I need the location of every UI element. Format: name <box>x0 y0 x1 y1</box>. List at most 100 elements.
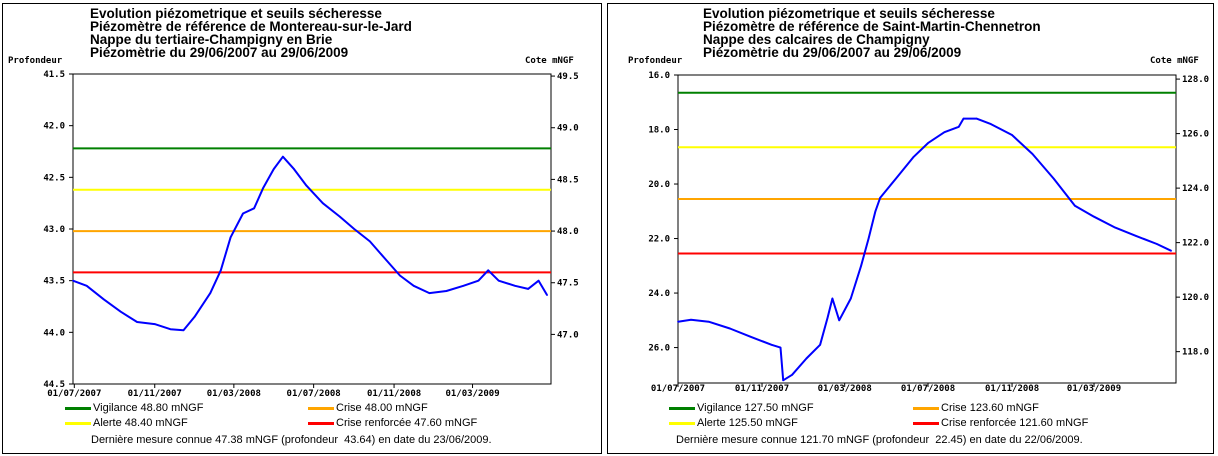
data-point <box>385 259 388 261</box>
plot-frame <box>72 73 552 385</box>
right-axis-name: Cote mNGF <box>1150 56 1199 66</box>
data-point <box>193 316 196 318</box>
data-point <box>779 346 782 349</box>
last-measure-text: Dernière mesure connue 47.38 mNGF (profo… <box>91 434 492 446</box>
data-point <box>1011 134 1013 136</box>
left-tick-label: 24.0 <box>648 289 670 299</box>
data-point <box>537 279 540 282</box>
data-point <box>272 168 275 170</box>
series-line <box>72 155 548 332</box>
data-point <box>749 335 752 338</box>
right-tick-label: 49.5 <box>557 72 579 82</box>
legend-label: Crise renforcée 47.60 mNGF <box>336 417 478 429</box>
data-point <box>1170 250 1173 252</box>
legend-swatch <box>669 406 695 410</box>
chart-panel-saint-martin: Evolution piézometrique et seuils sécher… <box>607 3 1214 454</box>
data-point <box>962 117 965 120</box>
legend-swatch <box>65 421 91 425</box>
data-point <box>850 297 852 300</box>
legend-label: Vigilance 127.50 mNGF <box>697 402 814 414</box>
x-tick-label: 01/07/2007 <box>651 384 705 394</box>
title-line: Piézomètrie du 29/06/2007 au 29/06/2009 <box>703 45 962 60</box>
left-tick-label: 42.0 <box>43 122 65 132</box>
data-point <box>831 297 834 300</box>
data-point <box>412 285 415 287</box>
title-line: Evolution piézometrique et seuils sécher… <box>90 6 382 21</box>
left-tick-label: 16.0 <box>648 71 670 81</box>
left-tick-label: 43.5 <box>43 277 65 287</box>
chart-title: Evolution piézometrique et seuils sécher… <box>703 6 1041 60</box>
data-point <box>690 318 692 321</box>
x-tick-label: 01/07/2008 <box>901 384 955 394</box>
data-point <box>895 177 897 180</box>
data-point <box>782 379 785 382</box>
data-point <box>819 344 821 346</box>
data-point <box>428 292 431 294</box>
data-point <box>282 155 284 158</box>
chart-panel-montereau: Evolution piézometrique et seuils sécher… <box>2 3 602 454</box>
x-tick-label: 01/07/2008 <box>287 389 341 399</box>
x-tick-label: 01/11/2008 <box>985 384 1039 394</box>
data-point <box>927 142 929 144</box>
title-line: Evolution piézometrique et seuils sécher… <box>703 6 995 21</box>
legend-swatch <box>669 421 695 425</box>
data-point <box>943 131 946 134</box>
x-tick-label: 01/07/2007 <box>47 389 101 399</box>
data-point <box>182 329 185 332</box>
data-point <box>1052 177 1055 180</box>
left-tick-label: 44.5 <box>43 380 65 390</box>
data-point <box>707 320 710 323</box>
series-line <box>677 117 1172 382</box>
data-point <box>770 344 773 346</box>
left-tick-label: 26.0 <box>648 344 670 354</box>
data-point <box>369 240 371 243</box>
legend-swatch <box>65 406 91 410</box>
legend-item-alerte: Alerte 125.50 mNGF <box>669 417 798 429</box>
legend-item-crise: Crise 48.00 mNGF <box>308 402 428 414</box>
legend-swatch <box>913 406 939 410</box>
data-point <box>305 184 308 187</box>
data-point <box>1156 243 1158 245</box>
legend-item-vigilance: Vigilance 48.80 mNGF <box>65 402 203 414</box>
data-point <box>860 264 862 267</box>
right-tick-label: 120.0 <box>1182 293 1209 303</box>
chart-title: Evolution piézometrique et seuils sécher… <box>90 6 412 60</box>
data-point <box>879 196 882 199</box>
legend-label: Alerte 125.50 mNGF <box>697 417 798 429</box>
data-point <box>867 237 870 240</box>
data-point <box>262 186 265 189</box>
data-point <box>990 123 992 125</box>
data-point <box>242 212 244 215</box>
data-point <box>874 210 877 213</box>
right-tick-label: 124.0 <box>1182 184 1209 194</box>
left-axis-name: Profondeur <box>628 56 683 66</box>
data-point <box>546 294 548 296</box>
data-point <box>1074 205 1076 207</box>
title-line: Piézomètre de référence de Montereau-sur… <box>90 19 412 34</box>
data-point <box>497 279 500 282</box>
legend-label: Crise 48.00 mNGF <box>336 402 428 414</box>
data-point <box>477 279 480 282</box>
left-tick-label: 42.5 <box>43 173 65 183</box>
data-point <box>677 320 679 323</box>
x-tick-label: 01/03/2009 <box>1067 384 1121 394</box>
right-tick-label: 48.0 <box>557 227 579 237</box>
right-tick-label: 47.5 <box>557 279 579 289</box>
legend-item-crise-renforcee: Crise renforcée 47.60 mNGF <box>308 417 477 429</box>
legend-item-vigilance: Vigilance 127.50 mNGF <box>669 402 814 414</box>
title-line: Piézomètrie du 29/06/2007 au 29/06/2009 <box>90 45 349 60</box>
left-tick-label: 18.0 <box>648 126 670 136</box>
chart-plot: 16.0 18.0 20.0 22.0 24.0 26.0 128.0 126.0 124.0 1… <box>648 71 1209 394</box>
data-point <box>487 269 490 272</box>
data-point <box>321 202 324 204</box>
legend-item-crise-renforcee: Crise renforcée 121.60 mNGF <box>913 417 1088 429</box>
data-point <box>219 269 222 272</box>
legend-item-crise: Crise 123.60 mNGF <box>913 402 1039 414</box>
data-point <box>729 327 731 330</box>
x-tick-label: 01/11/2007 <box>128 389 182 399</box>
data-point <box>1134 235 1137 237</box>
title-line: Nappe des calcaires de Champigny <box>703 32 930 47</box>
left-tick-label: 22.0 <box>648 235 670 245</box>
data-point <box>791 374 793 376</box>
left-axis-name: Profondeur <box>8 56 63 66</box>
